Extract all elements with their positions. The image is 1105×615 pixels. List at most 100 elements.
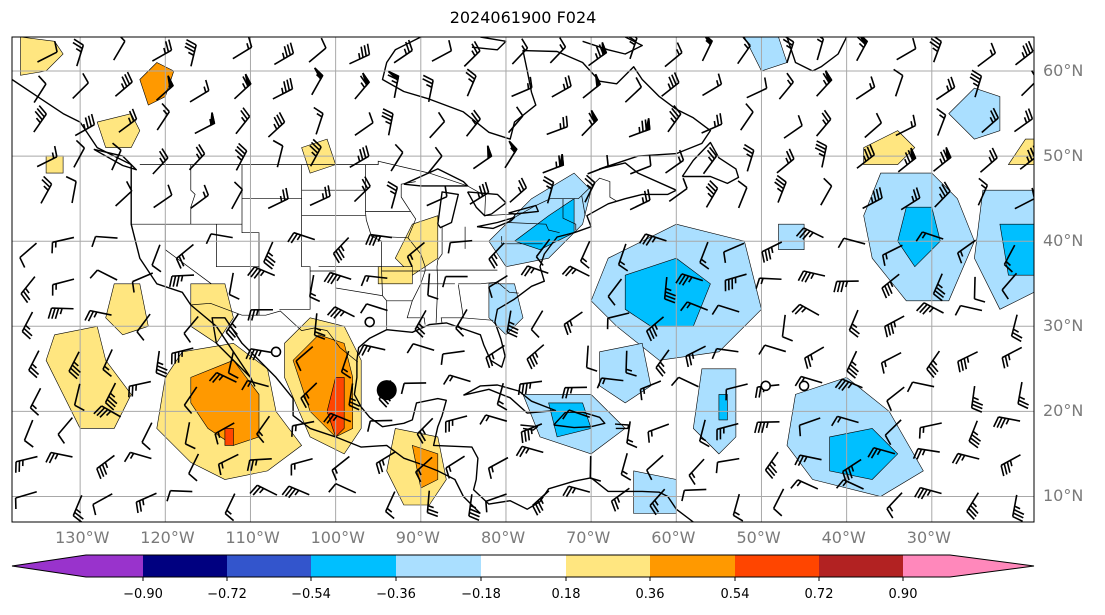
wind-barb (21, 311, 34, 340)
wind-barb (136, 313, 151, 341)
wind-barb (111, 142, 122, 171)
wind-barb (670, 376, 699, 388)
wind-barb (328, 482, 357, 494)
wind-barb (33, 105, 47, 133)
wind-barb (647, 423, 670, 443)
shaded-region (744, 37, 788, 72)
wind-barb (761, 241, 783, 263)
wind-barb (837, 237, 866, 249)
wind-barb (1017, 381, 1029, 410)
latitude-label: 50°N (1043, 146, 1084, 166)
wind-barb (798, 417, 821, 437)
colorbar-tick-label: 0.18 (551, 587, 581, 602)
wind-barb (348, 383, 361, 411)
longitude-label: 40°W (821, 528, 866, 547)
wind-barb (496, 383, 508, 411)
wind-barb (131, 272, 154, 293)
wind-barb (118, 108, 138, 133)
wind-barb (797, 270, 826, 283)
wind-barb (291, 420, 315, 437)
wind-barb (973, 276, 986, 303)
colorbar-tick-label: 0.36 (635, 587, 665, 602)
longitude-label: 130°W (55, 528, 110, 547)
wind-barb (639, 380, 662, 401)
wind-barb (816, 70, 833, 97)
shaded-region (394, 215, 439, 276)
colorbar-bin (650, 555, 735, 577)
wind-barb (589, 456, 602, 482)
wind-barb (387, 70, 400, 99)
storm-center-dot (376, 380, 397, 401)
wind-barb (247, 266, 276, 279)
wind-barb (184, 422, 196, 450)
wind-barb (526, 344, 545, 370)
wind-barb (414, 309, 427, 338)
wind-barb (711, 304, 740, 316)
wind-barb (607, 278, 623, 306)
longitude-label: 80°W (480, 528, 526, 547)
latitude-label: 30°N (1043, 316, 1084, 336)
wind-barb (546, 115, 569, 136)
wind-barb (638, 233, 667, 246)
wind-barb (1011, 494, 1025, 522)
wind-barb (68, 351, 81, 380)
wind-barb (267, 112, 286, 138)
wind-barb (630, 154, 652, 175)
wind-barb (957, 351, 978, 373)
wind-barb (702, 146, 718, 175)
wind-barb (188, 143, 206, 171)
wind-barb (309, 138, 322, 167)
coastline (12, 78, 481, 514)
wind-barb (263, 241, 276, 270)
wind-barb (698, 419, 710, 448)
longitude-label: 50°W (736, 528, 781, 547)
wind-barb (883, 315, 905, 338)
border-line (440, 284, 464, 324)
wind-barb (732, 493, 744, 522)
wind-barb (375, 451, 396, 475)
wind-barb (357, 344, 386, 356)
wind-barb (895, 114, 917, 137)
latitude-label: 10°N (1043, 486, 1084, 506)
wind-barb (235, 107, 251, 135)
wind-barb (326, 306, 355, 319)
wind-barb (14, 491, 37, 510)
open-circle-marker (798, 380, 810, 392)
wind-barb (51, 278, 75, 296)
open-circle-marker (270, 346, 282, 358)
border-line (139, 160, 617, 218)
border-line (241, 164, 260, 267)
wind-barb (47, 307, 74, 320)
latitude-label: 40°N (1043, 231, 1084, 251)
border-line (310, 270, 383, 297)
shaded-region (999, 223, 1034, 276)
wind-barb (479, 414, 508, 425)
latitude-label: 20°N (1043, 401, 1084, 421)
wind-barb (92, 493, 113, 516)
wind-barb (782, 37, 795, 64)
wind-barb (354, 112, 374, 136)
border-line (189, 302, 359, 363)
wind-barb (886, 492, 903, 519)
wind-barb (40, 175, 53, 204)
colorbar-bin (227, 555, 311, 577)
wind-barb (531, 490, 550, 516)
wind-barb (764, 451, 779, 480)
wind-barb (14, 455, 38, 473)
shaded-region (45, 325, 132, 429)
longitude-label: 60°W (651, 528, 696, 547)
wind-barb (886, 386, 905, 412)
colorbar-tick-label: −0.18 (461, 587, 501, 602)
wind-barb (900, 187, 921, 211)
wind-barb (834, 378, 863, 392)
shaded-region (96, 113, 141, 148)
wind-barb (485, 344, 505, 369)
wind-barb (406, 343, 435, 354)
colorbar-tick-label: 0.54 (720, 587, 750, 602)
wind-barb (488, 274, 508, 299)
wind-barb (349, 43, 371, 65)
coastline (508, 204, 539, 215)
wind-barb (65, 175, 77, 204)
wind-barb (880, 351, 902, 374)
